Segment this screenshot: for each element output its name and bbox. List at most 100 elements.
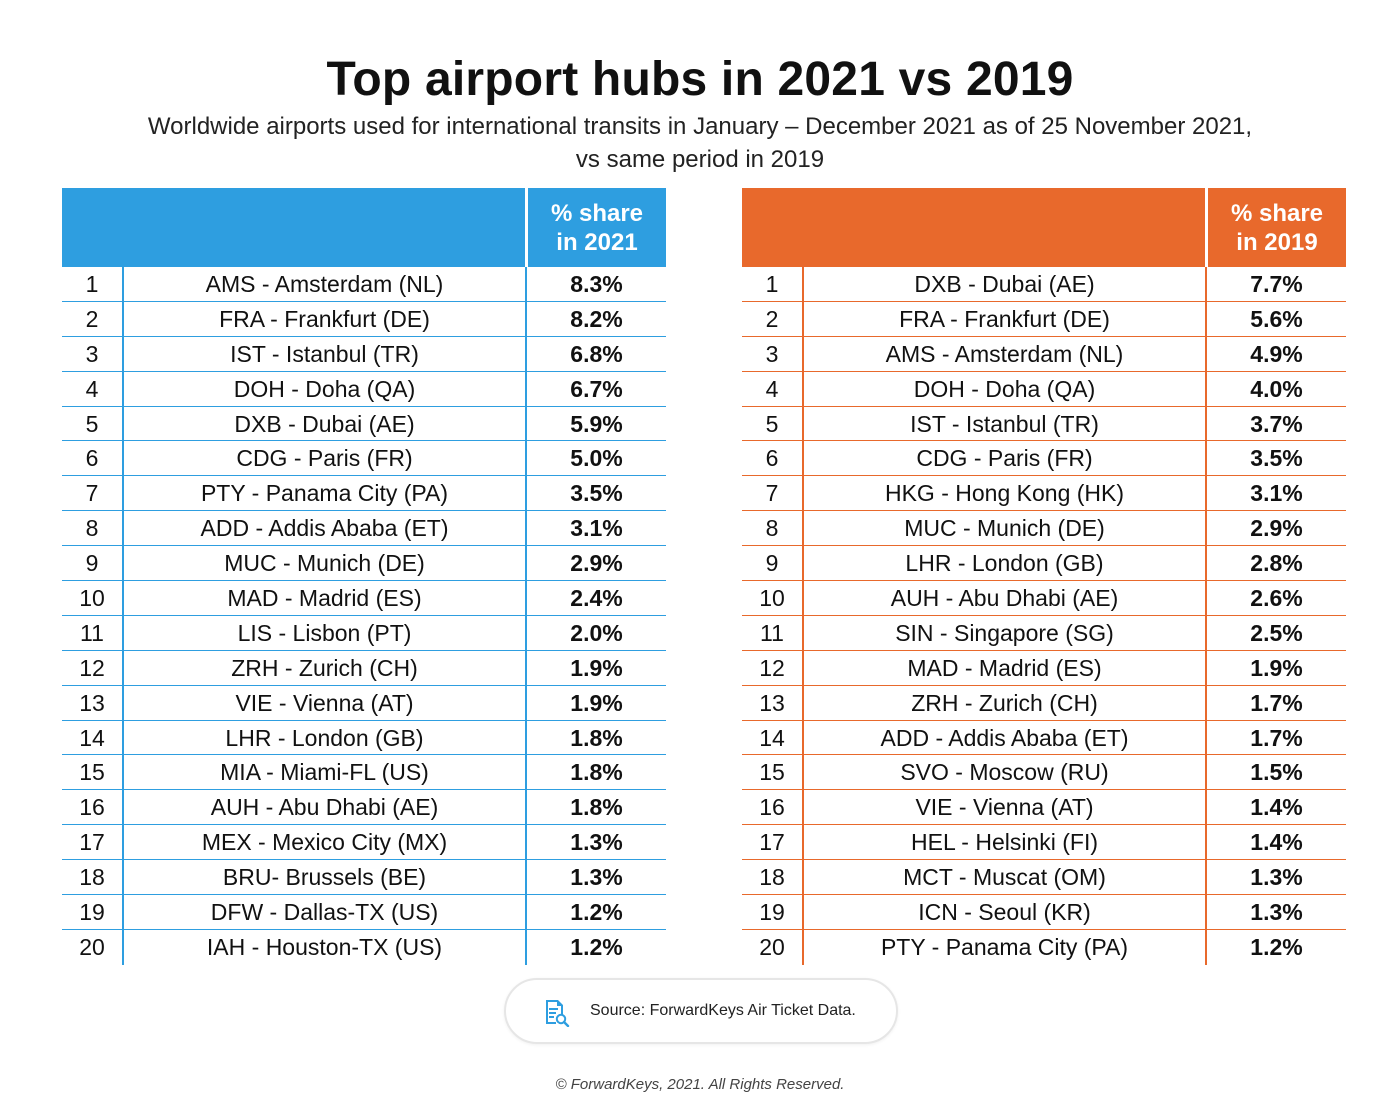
table-row: 9 LHR - London (GB) 2.8% (742, 546, 1346, 582)
rank-cell: 18 (759, 864, 785, 891)
rank-cell: 14 (759, 724, 785, 751)
share-cell: 1.8% (525, 720, 666, 755)
share-cell: 2.9% (525, 546, 666, 581)
share-cell: 1.8% (525, 755, 666, 790)
share-cell: 1.2% (525, 895, 666, 929)
airport-cell: DFW - Dallas-TX (US) (122, 895, 525, 929)
share-cell: 4.9% (1205, 336, 1346, 371)
share-cell: 1.7% (1205, 685, 1346, 720)
table-row: 17 MEX - Mexico City (MX) 1.3% (62, 825, 666, 861)
table-row: 1 DXB - Dubai (AE) 7.7% (742, 267, 1346, 302)
table-row: 12 ZRH - Zurich (CH) 1.9% (62, 650, 666, 686)
rank-cell: 9 (765, 550, 779, 577)
share-cell: 8.2% (525, 301, 666, 336)
document-search-icon (546, 1000, 570, 1027)
table-row: 15 MIA - Miami-FL (US) 1.8% (62, 755, 666, 791)
rank-cell: 19 (759, 899, 785, 926)
share-cell: 2.8% (1205, 546, 1346, 581)
airport-cell: ICN - Seoul (KR) (802, 895, 1205, 929)
airport-cell: MAD - Madrid (ES) (802, 650, 1205, 685)
rank-cell: 18 (79, 864, 105, 891)
airport-cell: PTY - Panama City (PA) (122, 476, 525, 511)
rank-cell: 13 (759, 689, 785, 716)
table-row: 20 PTY - Panama City (PA) 1.2% (742, 929, 1346, 965)
table-row: 15 SVO - Moscow (RU) 1.5% (742, 755, 1346, 791)
rank-cell: 5 (85, 410, 99, 437)
table-row: 14 LHR - London (GB) 1.8% (62, 720, 666, 756)
airport-cell: MEX - Mexico City (MX) (122, 825, 525, 860)
airport-cell: FRA - Frankfurt (DE) (802, 301, 1205, 336)
header-share-2021: % share in 2021 (528, 188, 666, 267)
rank-cell: 10 (79, 585, 105, 612)
airport-cell: HKG - Hong Kong (HK) (802, 476, 1205, 511)
rank-cell: 1 (765, 271, 779, 297)
table-row: 2 FRA - Frankfurt (DE) 5.6% (742, 301, 1346, 337)
share-cell: 3.5% (525, 476, 666, 511)
share-cell: 5.6% (1205, 301, 1346, 336)
airport-cell: CDG - Paris (FR) (122, 441, 525, 476)
airport-cell: BRU- Brussels (BE) (122, 860, 525, 895)
table-row: 19 ICN - Seoul (KR) 1.3% (742, 895, 1346, 930)
rank-cell: 19 (79, 899, 105, 926)
table-2021: % share in 2021 1 AMS - Amsterdam (NL) 8.3… (62, 188, 666, 965)
airport-cell: LHR - London (GB) (802, 546, 1205, 581)
table-row: 12 MAD - Madrid (ES) 1.9% (742, 650, 1346, 686)
share-cell: 1.3% (525, 860, 666, 895)
share-cell: 6.8% (525, 336, 666, 371)
airport-cell: AMS - Amsterdam (NL) (802, 336, 1205, 371)
header-blank-cell (62, 188, 525, 267)
share-cell: 8.3% (525, 267, 666, 301)
rank-cell: 16 (79, 794, 105, 821)
rank-cell: 20 (79, 933, 105, 960)
airport-cell: LIS - Lisbon (PT) (122, 615, 525, 650)
share-cell: 6.7% (525, 371, 666, 406)
share-cell: 1.3% (1205, 895, 1346, 929)
rank-cell: 7 (85, 480, 99, 507)
table-row: 20 IAH - Houston-TX (US) 1.2% (62, 929, 666, 965)
rank-cell: 11 (760, 619, 784, 646)
rank-cell: 15 (759, 759, 785, 786)
table-2021-header: % share in 2021 (62, 188, 666, 267)
rank-cell: 11 (80, 619, 104, 646)
table-row: 6 CDG - Paris (FR) 3.5% (742, 441, 1346, 477)
airport-cell: IST - Istanbul (TR) (122, 336, 525, 371)
table-row: 13 VIE - Vienna (AT) 1.9% (62, 685, 666, 721)
rank-cell: 5 (765, 410, 779, 437)
share-cell: 1.4% (1205, 790, 1346, 825)
airport-cell: AMS - Amsterdam (NL) (122, 267, 525, 301)
airport-cell: MAD - Madrid (ES) (122, 581, 525, 615)
rank-cell: 15 (79, 759, 105, 786)
table-row: 13 ZRH - Zurich (CH) 1.7% (742, 685, 1346, 721)
share-cell: 2.4% (525, 581, 666, 615)
table-row: 14 ADD - Addis Ababa (ET) 1.7% (742, 720, 1346, 756)
table-row: 1 AMS - Amsterdam (NL) 8.3% (62, 267, 666, 302)
page-subtitle: Worldwide airports used for internationa… (0, 110, 1400, 176)
share-cell: 1.5% (1205, 755, 1346, 790)
share-cell: 2.0% (525, 615, 666, 650)
airport-cell: MUC - Munich (DE) (122, 546, 525, 581)
airport-cell: PTY - Panama City (PA) (802, 929, 1205, 965)
airport-cell: MIA - Miami-FL (US) (122, 755, 525, 790)
table-row: 11 SIN - Singapore (SG) 2.5% (742, 615, 1346, 651)
airport-cell: VIE - Vienna (AT) (802, 790, 1205, 825)
rank-cell: 2 (765, 305, 779, 332)
table-row: 17 HEL - Helsinki (FI) 1.4% (742, 825, 1346, 861)
table-row: 16 VIE - Vienna (AT) 1.4% (742, 790, 1346, 826)
table-2019-rows: 1 DXB - Dubai (AE) 7.7% 2 FRA - Frankfurt (D… (742, 267, 1346, 965)
airport-cell: ADD - Addis Ababa (ET) (802, 720, 1205, 755)
rank-cell: 4 (765, 375, 779, 402)
share-cell: 3.5% (1205, 441, 1346, 476)
rank-cell: 9 (85, 550, 99, 577)
airport-cell: AUH - Abu Dhabi (AE) (122, 790, 525, 825)
table-row: 7 HKG - Hong Kong (HK) 3.1% (742, 476, 1346, 512)
share-cell: 3.1% (1205, 476, 1346, 511)
airport-cell: CDG - Paris (FR) (802, 441, 1205, 476)
share-cell: 3.1% (525, 511, 666, 546)
rank-cell: 12 (79, 654, 105, 681)
table-row: 11 LIS - Lisbon (PT) 2.0% (62, 615, 666, 651)
share-cell: 1.9% (525, 685, 666, 720)
airport-cell: SIN - Singapore (SG) (802, 615, 1205, 650)
airport-cell: DXB - Dubai (AE) (802, 267, 1205, 301)
share-cell: 1.3% (525, 825, 666, 860)
table-row: 8 ADD - Addis Ababa (ET) 3.1% (62, 511, 666, 547)
